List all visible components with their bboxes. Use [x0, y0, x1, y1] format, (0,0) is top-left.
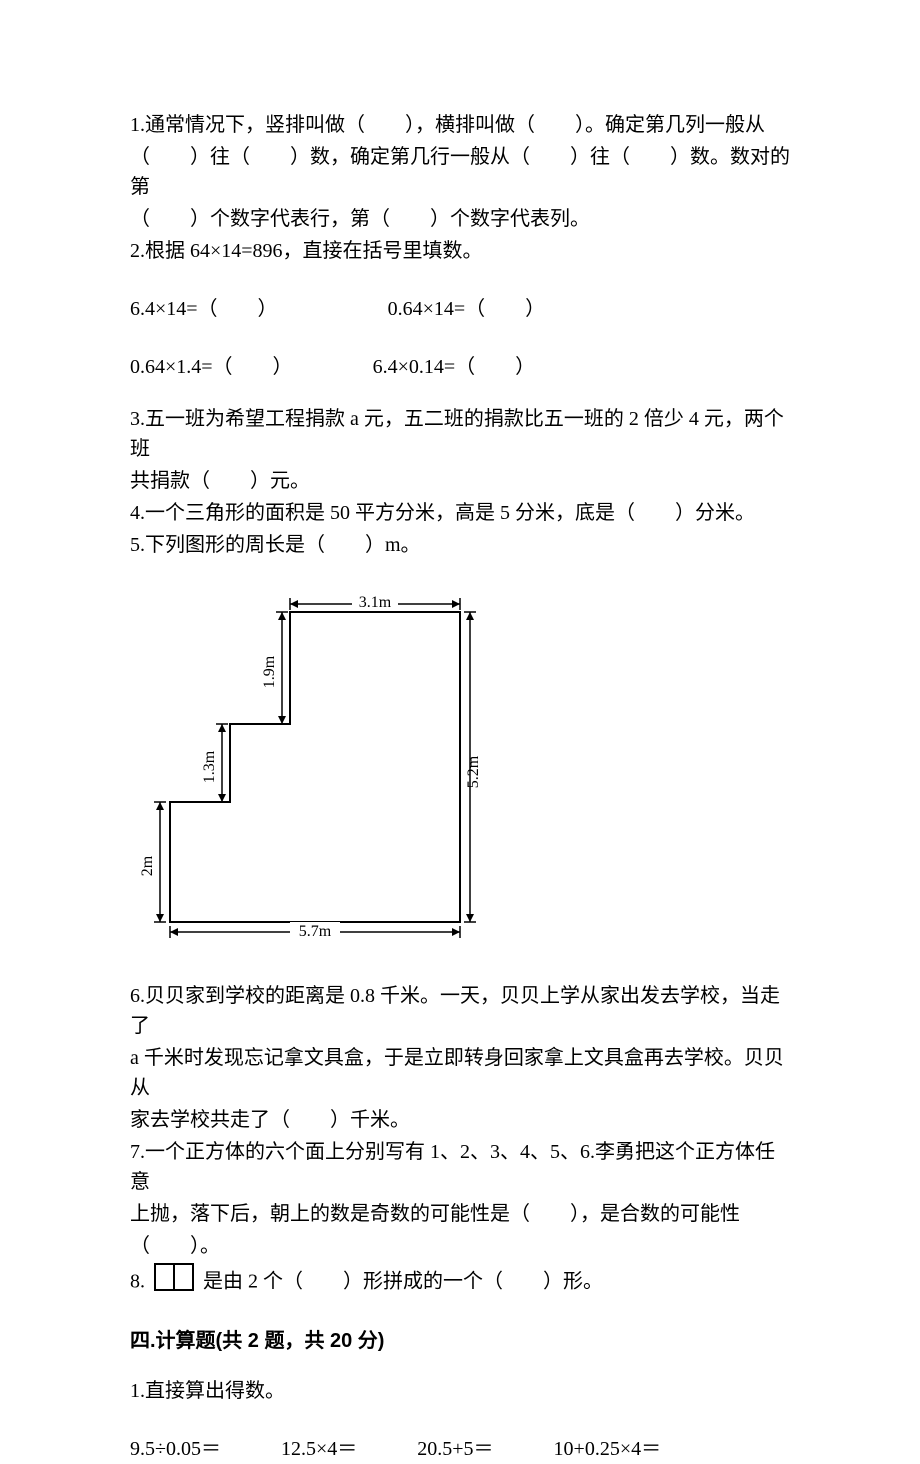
q2-row1: 6.4×14=（ ） 0.64×14=（ ）	[130, 294, 790, 324]
q5: 5.下列图形的周长是（ ）m。	[130, 530, 790, 560]
two-square-icon	[154, 1263, 194, 1300]
label-2m: 2m	[139, 855, 156, 876]
c1-row: 9.5÷0.05＝ 12.5×4＝ 20.5+5＝ 10+0.25×4＝	[130, 1434, 790, 1464]
q8: 8. 是由 2 个（ ）形拼成的一个（ ）形。	[130, 1263, 790, 1300]
section-4-title: 四.计算题(共 2 题，共 20 分)	[130, 1326, 790, 1356]
c1-e1: 9.5÷0.05＝	[130, 1434, 221, 1464]
q2-eq2b: 6.4×0.14=（ ）	[373, 352, 536, 382]
q3-line2: 共捐款（ ）元。	[130, 466, 790, 496]
q6-line2: a 千米时发现忘记拿文具盒，于是立即转身回家拿上文具盒再去学校。贝贝从	[130, 1043, 790, 1103]
q8-lead: 8.	[130, 1271, 145, 1293]
perimeter-svg: 3.1m 1.9m 1.3m	[130, 592, 480, 942]
q7-line2: 上抛，落下后，朝上的数是奇数的可能性是（ ），是合数的可能性	[130, 1199, 790, 1229]
q2-eq1b: 0.64×14=（ ）	[388, 294, 546, 324]
q2-eq1a: 6.4×14=（ ）	[130, 294, 278, 324]
q7-line3: （ ）。	[130, 1231, 790, 1261]
label-1-9: 1.9m	[261, 655, 278, 688]
c1-e2: 12.5×4＝	[281, 1434, 357, 1464]
q7-line1: 7.一个正方体的六个面上分别写有 1、2、3、4、5、6.李勇把这个正方体任意	[130, 1137, 790, 1197]
dim-top: 3.1m	[290, 594, 460, 611]
c1-e4: 10+0.25×4＝	[554, 1434, 662, 1464]
dim-5-2: 5.2m	[464, 612, 480, 922]
q4: 4.一个三角形的面积是 50 平方分米，高是 5 分米，底是（ ）分米。	[130, 498, 790, 528]
q6-line3: 家去学校共走了（ ）千米。	[130, 1105, 790, 1135]
dim-1-9: 1.9m	[261, 612, 288, 724]
label-bottom: 5.7m	[299, 923, 332, 940]
q1-line2: （ ）往（ ）数，确定第几行一般从（ ）往（ ）数。数对的第	[130, 142, 790, 202]
q2-row2: 0.64×1.4=（ ） 6.4×0.14=（ ）	[130, 352, 790, 382]
label-top: 3.1m	[359, 594, 392, 611]
c1-e3: 20.5+5＝	[417, 1434, 493, 1464]
q2-eq2a: 0.64×1.4=（ ）	[130, 352, 293, 382]
q8-tail: 是由 2 个（ ）形拼成的一个（ ）形。	[203, 1271, 603, 1293]
dim-bottom: 5.7m	[170, 922, 460, 940]
c1-title: 1.直接算出得数。	[130, 1376, 790, 1406]
q1-line1: 1.通常情况下，竖排叫做（ ），横排叫做（ ）。确定第几列一般从	[130, 110, 790, 140]
dim-2m: 2m	[139, 802, 166, 922]
q2-line1: 2.根据 64×14=896，直接在括号里填数。	[130, 236, 790, 266]
dim-1-3: 1.3m	[201, 724, 228, 802]
label-5-2: 5.2m	[465, 755, 480, 788]
label-1-3: 1.3m	[201, 750, 218, 783]
q3-line1: 3.五一班为希望工程捐款 a 元，五二班的捐款比五一班的 2 倍少 4 元，两个…	[130, 404, 790, 464]
q6-line1: 6.贝贝家到学校的距离是 0.8 千米。一天，贝贝上学从家出发去学校，当走了	[130, 981, 790, 1041]
q1-line3: （ ）个数字代表行，第（ ）个数字代表列。	[130, 204, 790, 234]
perimeter-figure: 3.1m 1.9m 1.3m	[130, 592, 790, 951]
